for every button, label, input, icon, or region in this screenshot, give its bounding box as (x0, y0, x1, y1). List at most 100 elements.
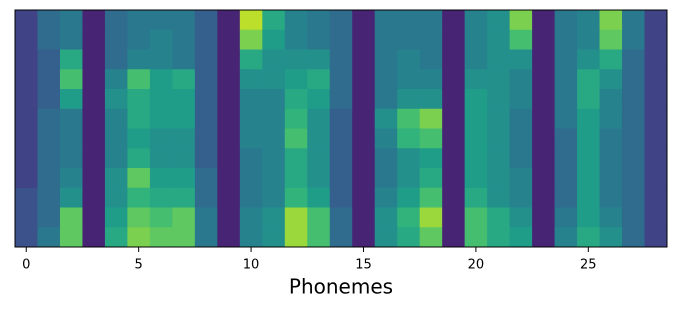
heatmap-cell (329, 168, 353, 189)
heatmap-cell (622, 227, 646, 248)
heatmap-cell (622, 89, 646, 110)
heatmap-cell (419, 187, 443, 208)
x-tick-label: 0 (22, 258, 30, 273)
heatmap-cell (487, 10, 511, 31)
heatmap-cell (487, 148, 511, 169)
heatmap-cell (194, 187, 218, 208)
heatmap-cell (194, 29, 218, 50)
heatmap-cell (352, 29, 376, 50)
heatmap-cell (442, 148, 466, 169)
heatmap-cell (442, 187, 466, 208)
heatmap-cell (217, 227, 241, 248)
heatmap-cell (239, 49, 263, 70)
heatmap-cell (487, 227, 511, 248)
heatmap-cell (284, 128, 308, 149)
heatmap-cell (194, 207, 218, 228)
heatmap-cell (554, 89, 578, 110)
heatmap-cell (37, 168, 61, 189)
heatmap-cell (442, 89, 466, 110)
heatmap-cell (217, 148, 241, 169)
heatmap-cell (239, 148, 263, 169)
heatmap-cell (127, 89, 151, 110)
heatmap-cell (37, 29, 61, 50)
heatmap-cell (577, 227, 601, 248)
heatmap-cell (82, 227, 106, 248)
heatmap-cell (127, 49, 151, 70)
heatmap-cell (554, 108, 578, 129)
heatmap-cell (59, 148, 83, 169)
heatmap-cell (82, 108, 106, 129)
heatmap-cell (329, 49, 353, 70)
heatmap-cell (239, 29, 263, 50)
heatmap-cell (419, 148, 443, 169)
heatmap-cell (82, 69, 106, 90)
heatmap-cell (127, 10, 151, 31)
heatmap-cell (194, 108, 218, 129)
heatmap-cell (172, 128, 196, 149)
heatmap-cell (622, 10, 646, 31)
heatmap-cell (37, 207, 61, 228)
heatmap-cell (172, 89, 196, 110)
heatmap-cell (37, 128, 61, 149)
heatmap-cell (532, 10, 556, 31)
heatmap-cell (622, 148, 646, 169)
heatmap-cell (374, 108, 398, 129)
heatmap-cell (644, 10, 668, 31)
heatmap-cell (104, 148, 128, 169)
heatmap-cell (104, 49, 128, 70)
heatmap-cell (149, 29, 173, 50)
heatmap-cell (352, 49, 376, 70)
heatmap (15, 10, 668, 248)
heatmap-cell (127, 227, 151, 248)
heatmap-cell (644, 108, 668, 129)
heatmap-cell (307, 10, 331, 31)
heatmap-cell (15, 10, 38, 31)
heatmap-cell (644, 227, 668, 248)
heatmap-cell (82, 89, 106, 110)
heatmap-cell (464, 187, 488, 208)
heatmap-cell (82, 207, 106, 228)
heatmap-cell (239, 10, 263, 31)
heatmap-cell (217, 207, 241, 228)
heatmap-cell (532, 187, 556, 208)
heatmap-cell (374, 10, 398, 31)
heatmap-cell (644, 148, 668, 169)
heatmap-cell (59, 227, 83, 248)
heatmap-cell (284, 108, 308, 129)
heatmap-cell (172, 168, 196, 189)
heatmap-cell (487, 187, 511, 208)
heatmap-cell (172, 108, 196, 129)
heatmap-cell (284, 168, 308, 189)
heatmap-cell (487, 89, 511, 110)
heatmap-cell (262, 168, 286, 189)
heatmap-cell (15, 148, 38, 169)
heatmap-cell (37, 227, 61, 248)
heatmap-cell (104, 207, 128, 228)
heatmap-cell (532, 49, 556, 70)
heatmap-cell (374, 89, 398, 110)
heatmap-cell (15, 49, 38, 70)
heatmap-cell (419, 108, 443, 129)
heatmap-cell (352, 128, 376, 149)
heatmap-cell (59, 108, 83, 129)
heatmap-cell (487, 108, 511, 129)
heatmap-cell (577, 187, 601, 208)
heatmap-cell (352, 148, 376, 169)
heatmap-cell (577, 148, 601, 169)
heatmap-cell (82, 148, 106, 169)
heatmap-cell (622, 49, 646, 70)
heatmap-cell (487, 29, 511, 50)
heatmap-cell (104, 128, 128, 149)
heatmap-cell (352, 168, 376, 189)
heatmap-cell (262, 10, 286, 31)
heatmap-cell (599, 148, 623, 169)
heatmap-cell (352, 108, 376, 129)
heatmap-cell (329, 128, 353, 149)
heatmap-cell (307, 128, 331, 149)
heatmap-cell (307, 69, 331, 90)
heatmap-cell (217, 128, 241, 149)
heatmap-cell (554, 207, 578, 228)
heatmap-cell (532, 148, 556, 169)
heatmap-cell (59, 49, 83, 70)
heatmap-cell (554, 10, 578, 31)
